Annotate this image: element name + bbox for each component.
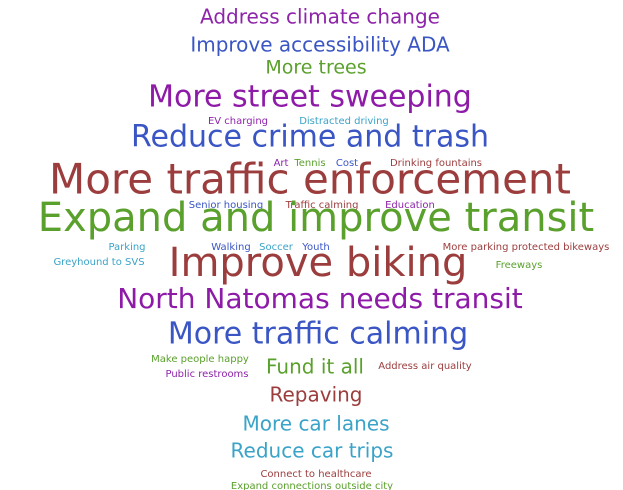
word: Expand connections outside city — [231, 481, 393, 490]
word: Reduce car trips — [231, 439, 394, 463]
word: More traffic enforcement — [49, 155, 571, 204]
word: Tennis — [293, 158, 325, 169]
word: Expand and improve transit — [38, 195, 594, 241]
word: Connect to healthcare — [260, 469, 371, 480]
word: Youth — [301, 242, 330, 253]
word: Walking — [211, 242, 250, 253]
word: Greyhound to SVS — [53, 257, 144, 268]
word: Freeways — [496, 260, 543, 271]
word: EV charging — [208, 116, 268, 127]
word: Fund it all — [266, 355, 364, 379]
word: Senior housing — [189, 200, 264, 211]
word: Make people happy — [151, 354, 249, 365]
word: More trees — [265, 57, 366, 79]
word: More parking protected bikeways — [443, 242, 610, 253]
word: Art — [274, 158, 289, 169]
word: More traffic calming — [168, 317, 468, 352]
word: Address air quality — [378, 361, 471, 372]
word: Drinking fountains — [390, 158, 482, 169]
word: Soccer — [259, 242, 294, 253]
word: Improve accessibility ADA — [190, 33, 450, 57]
word: Improve biking — [169, 240, 468, 286]
word: More street sweeping — [148, 80, 472, 115]
word: Public restrooms — [165, 369, 248, 380]
word: Repaving — [269, 383, 362, 407]
word: Traffic calming — [285, 200, 359, 211]
word: More car lanes — [243, 412, 390, 436]
word: Distracted driving — [299, 116, 389, 127]
word: Address climate change — [200, 5, 440, 29]
word: Education — [385, 200, 435, 211]
word: Cost — [336, 158, 358, 169]
word: Parking — [108, 242, 145, 253]
word: Reduce crime and trash — [131, 120, 489, 155]
word: North Natomas needs transit — [117, 282, 523, 315]
